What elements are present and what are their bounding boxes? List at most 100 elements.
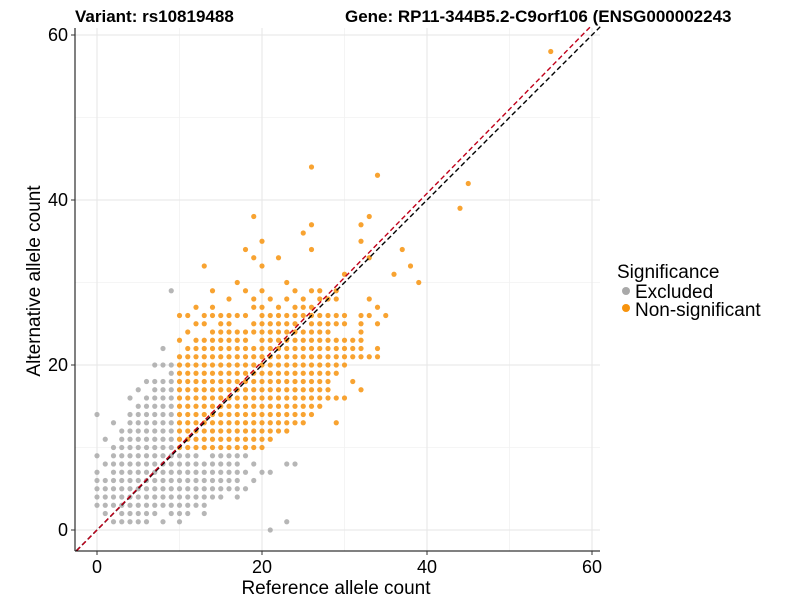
data-point [325,337,331,343]
data-point [284,329,290,335]
data-point [209,486,216,492]
data-point [201,395,207,401]
data-point [226,378,232,385]
data-point [251,345,257,352]
data-point [275,387,282,393]
data-point [127,436,133,442]
data-point [135,469,141,475]
data-point [168,502,174,508]
data-point [193,362,199,368]
data-point [127,453,133,459]
data-point [193,354,199,360]
data-point [234,354,240,360]
data-point [325,321,331,327]
data-point [284,519,290,525]
data-point [292,354,298,360]
data-point [300,387,306,393]
data-point [308,164,315,170]
data-point [317,329,323,335]
data-point [209,370,216,376]
data-point [267,321,273,327]
data-point [259,403,265,409]
data-point [176,337,183,343]
data-point [325,329,331,335]
data-point [292,395,298,401]
data-point [333,312,339,319]
data-point [292,411,298,418]
data-point [308,354,315,360]
data-point [176,453,183,459]
data-point [193,370,199,376]
data-point [358,222,364,228]
data-point [176,378,183,385]
data-point [284,403,290,409]
data-point [218,387,224,393]
data-point [251,411,257,418]
data-point [201,263,207,269]
data-point [168,288,174,294]
data-point [135,519,141,525]
data-point [176,370,183,376]
data-point [333,345,339,352]
data-point [218,469,224,475]
data-point [259,420,265,426]
data-point [160,387,166,393]
data-point [119,469,125,475]
data-point [242,420,249,426]
data-point [259,345,265,352]
data-point [218,378,224,385]
data-point [119,428,125,434]
data-point [209,362,216,368]
data-point [127,486,133,492]
data-point [102,510,108,517]
data-point [152,494,158,500]
data-point [102,436,108,442]
data-point [292,288,298,294]
data-point [300,411,306,418]
data-point [160,502,166,508]
data-point [168,378,174,385]
data-point [267,345,273,352]
data-point [317,312,323,319]
data-point [185,494,191,500]
data-point [317,403,323,409]
data-point [201,428,207,434]
data-point [341,395,348,401]
data-point [135,428,141,434]
data-point [218,345,224,352]
data-point [226,411,232,418]
data-point [94,411,100,418]
data-point [292,321,298,327]
data-point [185,395,191,401]
data-point [325,378,331,385]
data-point [292,337,298,343]
data-point [218,337,224,343]
data-point [234,337,240,343]
data-point [127,519,133,525]
data-point [152,411,158,418]
data-point [193,486,199,492]
data-point [242,337,249,343]
data-point [110,519,117,525]
data-point [317,354,323,360]
data-point [193,395,199,401]
data-point [201,403,207,409]
data-point [209,469,216,475]
data-point [94,453,100,459]
data-point [168,477,174,484]
data-point [176,461,183,467]
data-point [119,519,125,525]
x-tick-label: 0 [92,557,102,577]
data-point [341,362,348,368]
data-point [160,411,166,418]
data-point [135,411,141,418]
data-point [259,312,265,319]
data-point [267,378,273,385]
data-point [218,428,224,434]
data-point [234,329,240,335]
data-point [143,428,150,434]
data-point [226,312,232,319]
data-point [127,502,133,508]
data-point [168,362,174,368]
data-point [300,354,306,360]
